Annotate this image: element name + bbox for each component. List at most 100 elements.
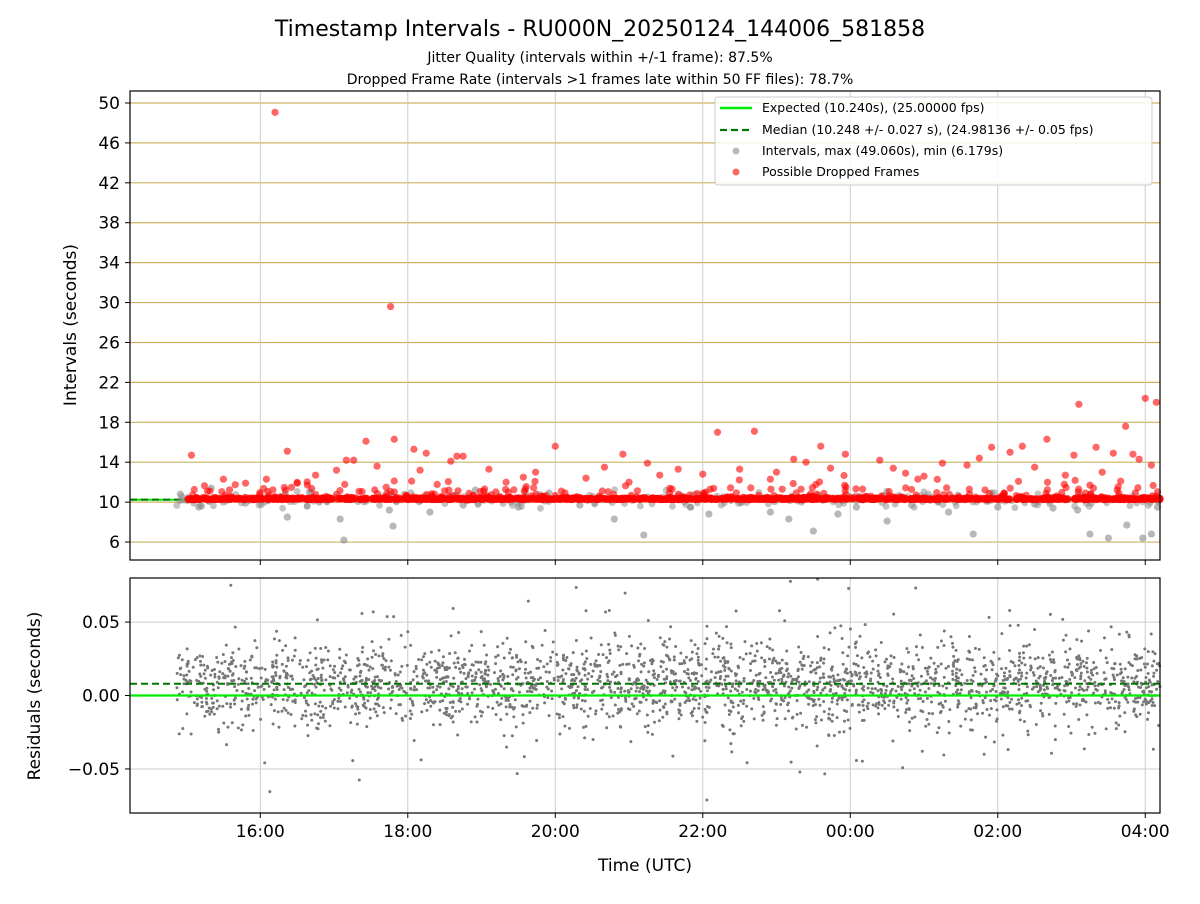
dropped-frame-point [988,444,995,451]
residual-point [1113,678,1116,681]
residual-point [222,722,225,725]
residual-point [359,674,362,677]
residual-point [301,666,304,669]
residual-point [549,656,552,659]
residual-point [790,687,793,690]
residual-point [828,707,831,710]
residual-point [371,656,374,659]
residual-point [652,674,655,677]
residual-point [687,686,690,689]
residual-point [222,653,225,656]
residual-point [842,687,845,690]
residual-point [448,666,451,669]
residual-point [271,661,274,664]
residual-point [273,709,276,712]
residual-point [560,687,563,690]
residual-point [606,675,609,678]
residual-point [567,685,570,688]
residual-point [684,691,687,694]
residual-point [730,750,733,753]
residual-point [494,662,497,665]
residual-point [608,649,611,652]
residual-point [1015,703,1018,706]
residual-point [369,717,372,720]
dropped-frame-point [582,475,589,482]
dropped-frame-point [710,485,717,492]
residual-point [281,663,284,666]
residual-point [1020,675,1023,678]
dropped-frame-point [1044,479,1051,486]
residual-point [719,677,722,680]
residual-point [246,697,249,700]
residual-point [476,721,479,724]
residual-point [717,656,720,659]
residual-point [674,689,677,692]
residual-point [822,700,825,703]
residual-point [1119,663,1122,666]
residual-point [661,716,664,719]
residual-point [796,713,799,716]
residual-point [314,663,317,666]
dropped-frame-point [1006,449,1013,456]
residual-point [361,646,364,649]
residual-point [688,699,691,702]
residual-point [693,707,696,710]
residual-point [321,667,324,670]
residual-point [1131,664,1134,667]
residual-point [948,708,951,711]
residual-point [1000,698,1003,701]
residual-point [275,666,278,669]
chart-title: Timestamp Intervals - RU000N_20250124_14… [274,17,925,42]
residual-point [911,674,914,677]
residual-point [1103,636,1106,639]
residual-point [964,718,967,721]
residual-point [730,699,733,702]
residual-point [497,680,500,683]
residual-point [486,665,489,668]
residual-point [951,673,954,676]
residual-point [413,739,416,742]
residual-point [665,646,668,649]
residual-point [343,660,346,663]
residual-point [345,654,348,657]
residual-point [1152,672,1155,675]
residual-point [470,644,473,647]
residual-point [1094,702,1097,705]
residual-point [347,686,350,689]
residual-point [569,664,572,667]
residual-point [881,704,884,707]
residual-point [917,658,920,661]
residual-point [291,659,294,662]
residual-point [754,654,757,657]
residual-point [869,691,872,694]
residual-point [985,691,988,694]
residual-point [970,718,973,721]
dropped-frame-point [1030,496,1038,504]
dropped-frame-point [530,484,537,491]
residual-point [316,618,319,621]
residual-point [947,720,950,723]
dropped-frame-point [387,303,394,310]
residual-point [203,672,206,675]
residual-point [777,679,780,682]
residual-point [332,668,335,671]
residual-point [323,689,326,692]
residual-point [897,685,900,688]
residual-point [673,673,676,676]
residual-point [285,672,288,675]
residual-point [705,625,708,628]
residual-point [675,686,678,689]
residual-point [578,671,581,674]
residual-point [815,715,818,718]
residual-point [1009,624,1012,627]
residual-point [914,586,917,589]
residual-point [358,712,361,715]
residual-point [797,646,800,649]
residual-point [1029,656,1032,659]
residual-point [1064,680,1067,683]
residual-point [855,674,858,677]
dropped-frame-point [736,476,743,483]
residual-point [459,671,462,674]
residual-point [1077,718,1080,721]
residual-point [1025,672,1028,675]
